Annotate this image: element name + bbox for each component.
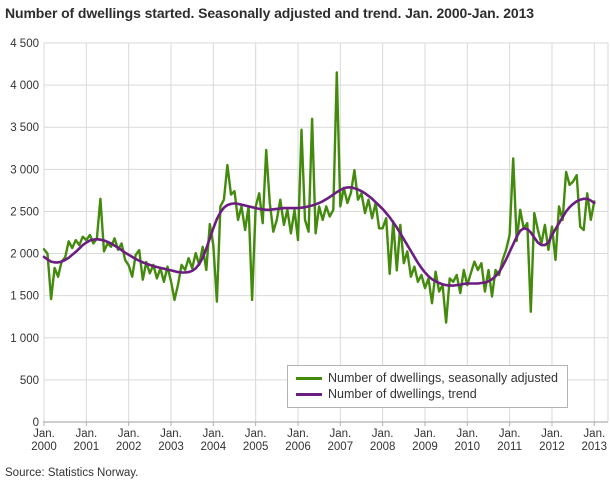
svg-text:Jan.: Jan.: [160, 428, 182, 440]
svg-text:2001: 2001: [74, 441, 100, 453]
source-note: Source: Statistics Norway.: [5, 467, 139, 479]
svg-text:Jan.: Jan.: [75, 428, 97, 440]
svg-text:2002: 2002: [116, 441, 142, 453]
svg-text:2012: 2012: [539, 441, 565, 453]
svg-text:0: 0: [33, 417, 39, 429]
legend-swatch-green-line-icon: [296, 376, 322, 380]
chart-legend: Number of dwellings, seasonally adjusted…: [287, 365, 568, 408]
svg-text:2013: 2013: [582, 441, 608, 453]
svg-text:500: 500: [20, 375, 39, 387]
svg-text:2010: 2010: [455, 441, 481, 453]
svg-text:Jan.: Jan.: [414, 428, 436, 440]
svg-text:Jan.: Jan.: [583, 428, 605, 440]
svg-text:Jan.: Jan.: [118, 428, 140, 440]
svg-text:2009: 2009: [412, 441, 438, 453]
legend-label: Number of dwellings, seasonally adjusted: [328, 371, 558, 385]
svg-text:Jan.: Jan.: [541, 428, 563, 440]
chart-title: Number of dwellings started. Seasonally …: [5, 5, 534, 21]
svg-text:2003: 2003: [158, 441, 184, 453]
svg-text:Jan.: Jan.: [456, 428, 478, 440]
svg-text:2000: 2000: [31, 441, 57, 453]
legend-item-trend: Number of dwellings, trend: [296, 386, 558, 402]
svg-text:Jan.: Jan.: [499, 428, 521, 440]
svg-text:2004: 2004: [201, 441, 227, 453]
svg-text:1 500: 1 500: [10, 291, 39, 303]
svg-text:Jan.: Jan.: [329, 428, 351, 440]
svg-text:2 500: 2 500: [10, 206, 39, 218]
svg-text:Jan.: Jan.: [245, 428, 267, 440]
svg-text:Jan.: Jan.: [33, 428, 55, 440]
svg-text:Jan.: Jan.: [287, 428, 309, 440]
svg-text:3 500: 3 500: [10, 122, 39, 134]
legend-swatch-purple-line-icon: [296, 392, 322, 396]
svg-text:2006: 2006: [285, 441, 311, 453]
svg-text:2 000: 2 000: [10, 249, 39, 261]
svg-text:2008: 2008: [370, 441, 396, 453]
svg-text:3 000: 3 000: [10, 164, 39, 176]
svg-text:2005: 2005: [243, 441, 269, 453]
legend-item-seasonally-adjusted: Number of dwellings, seasonally adjusted: [296, 370, 558, 386]
legend-label: Number of dwellings, trend: [328, 387, 477, 401]
svg-text:Jan.: Jan.: [372, 428, 394, 440]
svg-text:2007: 2007: [328, 441, 354, 453]
svg-text:4 500: 4 500: [10, 38, 39, 50]
svg-text:2011: 2011: [497, 441, 522, 453]
svg-text:1 000: 1 000: [10, 333, 39, 345]
svg-text:Jan.: Jan.: [202, 428, 224, 440]
svg-text:4 000: 4 000: [10, 80, 39, 92]
